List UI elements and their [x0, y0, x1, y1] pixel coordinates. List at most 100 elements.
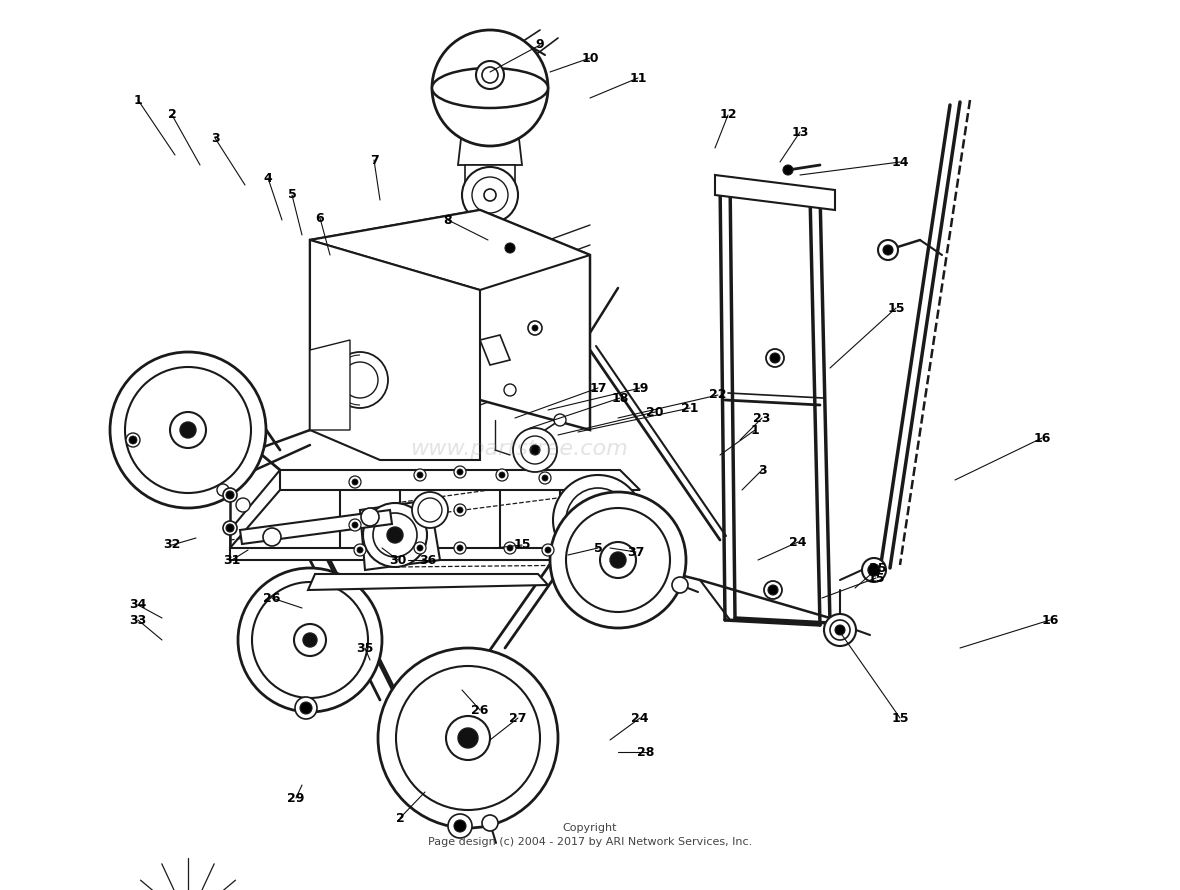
- Circle shape: [496, 469, 509, 481]
- Text: 3: 3: [758, 464, 766, 476]
- Circle shape: [499, 472, 505, 478]
- Circle shape: [349, 476, 361, 488]
- Polygon shape: [458, 130, 522, 165]
- Text: 9: 9: [536, 38, 544, 52]
- Circle shape: [417, 472, 422, 478]
- Text: 15: 15: [891, 711, 909, 724]
- Polygon shape: [308, 574, 548, 590]
- Circle shape: [527, 321, 542, 335]
- Polygon shape: [310, 210, 590, 430]
- Circle shape: [227, 491, 234, 499]
- Circle shape: [835, 625, 845, 635]
- Circle shape: [332, 352, 388, 408]
- Circle shape: [238, 568, 382, 712]
- Circle shape: [457, 545, 463, 551]
- Circle shape: [412, 492, 448, 528]
- Circle shape: [481, 815, 498, 831]
- Text: 31: 31: [223, 554, 241, 567]
- Text: 11: 11: [629, 71, 647, 85]
- Text: 15: 15: [887, 302, 905, 314]
- Circle shape: [110, 352, 266, 508]
- Text: 17: 17: [589, 382, 607, 394]
- Polygon shape: [480, 335, 510, 365]
- Circle shape: [504, 384, 516, 396]
- Text: www.partstree.com: www.partstree.com: [411, 440, 628, 459]
- Circle shape: [599, 542, 636, 578]
- Text: 16: 16: [1041, 613, 1058, 627]
- Circle shape: [454, 466, 466, 478]
- Circle shape: [448, 48, 532, 132]
- Circle shape: [417, 545, 422, 551]
- Polygon shape: [360, 500, 440, 570]
- Circle shape: [295, 697, 317, 719]
- Circle shape: [458, 728, 478, 748]
- Text: 8: 8: [444, 214, 452, 226]
- Text: 1: 1: [133, 93, 143, 107]
- Circle shape: [539, 472, 551, 484]
- Text: 34: 34: [130, 598, 146, 611]
- Circle shape: [824, 614, 856, 646]
- Text: 29: 29: [287, 791, 304, 805]
- Circle shape: [476, 61, 504, 89]
- Circle shape: [223, 488, 237, 502]
- Circle shape: [126, 433, 140, 447]
- Circle shape: [454, 542, 466, 554]
- Text: 32: 32: [163, 538, 181, 552]
- Circle shape: [566, 508, 670, 612]
- Polygon shape: [280, 470, 640, 490]
- Circle shape: [484, 189, 496, 201]
- Text: 18: 18: [611, 392, 629, 404]
- Text: 2: 2: [168, 109, 176, 122]
- Circle shape: [878, 240, 898, 260]
- Circle shape: [766, 349, 784, 367]
- Circle shape: [504, 542, 516, 554]
- Circle shape: [448, 814, 472, 838]
- Circle shape: [542, 475, 548, 481]
- Polygon shape: [310, 240, 480, 460]
- Circle shape: [530, 445, 540, 455]
- Circle shape: [387, 527, 404, 543]
- Polygon shape: [465, 165, 514, 185]
- Text: 24: 24: [789, 536, 807, 548]
- Polygon shape: [240, 510, 392, 544]
- Text: 10: 10: [582, 52, 598, 64]
- Text: 35: 35: [356, 642, 374, 654]
- Circle shape: [253, 582, 368, 698]
- Text: 23: 23: [753, 411, 771, 425]
- Circle shape: [446, 716, 490, 760]
- Circle shape: [671, 577, 688, 593]
- Circle shape: [414, 469, 426, 481]
- Circle shape: [396, 666, 540, 810]
- Circle shape: [478, 78, 502, 102]
- Circle shape: [771, 353, 780, 363]
- Text: 13: 13: [792, 125, 808, 139]
- Text: 3: 3: [211, 132, 219, 144]
- Circle shape: [550, 492, 686, 628]
- Polygon shape: [310, 210, 590, 290]
- Text: 14: 14: [891, 156, 909, 168]
- Text: 24: 24: [631, 711, 649, 724]
- Text: 33: 33: [130, 613, 146, 627]
- Text: 4: 4: [263, 172, 273, 184]
- Text: Copyright: Copyright: [563, 823, 617, 833]
- Circle shape: [457, 507, 463, 513]
- Circle shape: [472, 177, 509, 213]
- Circle shape: [463, 167, 518, 223]
- Circle shape: [513, 428, 557, 472]
- Circle shape: [354, 544, 366, 556]
- Circle shape: [481, 67, 498, 83]
- Circle shape: [505, 243, 514, 253]
- Text: 6: 6: [316, 212, 324, 224]
- Circle shape: [358, 547, 363, 553]
- Circle shape: [610, 552, 627, 568]
- Circle shape: [532, 325, 538, 331]
- Circle shape: [432, 30, 548, 146]
- Circle shape: [300, 702, 312, 714]
- Circle shape: [129, 436, 137, 444]
- Circle shape: [588, 510, 608, 530]
- Circle shape: [223, 521, 237, 535]
- Circle shape: [125, 367, 251, 493]
- Ellipse shape: [432, 68, 548, 108]
- Text: 15: 15: [513, 538, 531, 552]
- Text: 30: 30: [389, 554, 407, 567]
